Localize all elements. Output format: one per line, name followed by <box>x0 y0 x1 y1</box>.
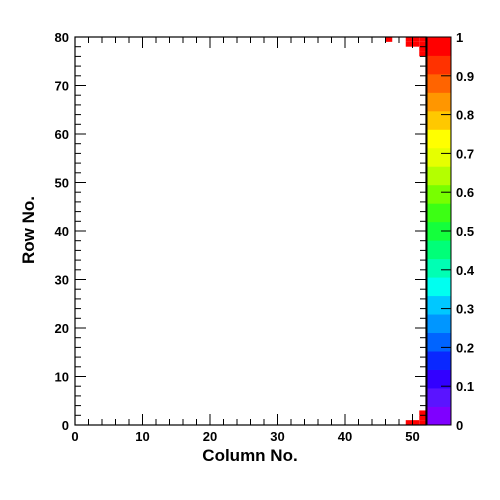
x-tick-label: 0 <box>71 429 78 444</box>
color-scale-band <box>427 240 451 260</box>
color-scale-label: 0.3 <box>456 302 474 317</box>
x-tick-label: 10 <box>135 429 149 444</box>
color-scale-band <box>427 184 451 204</box>
y-tick-label: 40 <box>55 224 69 239</box>
color-scale-band <box>427 147 451 167</box>
heatmap-cell <box>419 37 426 42</box>
color-scale-band <box>427 277 451 297</box>
heatmap-cell <box>412 37 420 42</box>
y-axis-title: Row No. <box>19 196 38 264</box>
heatmap-cell <box>419 41 426 47</box>
x-tick-label: 20 <box>203 429 217 444</box>
color-scale-label: 0.2 <box>456 340 474 355</box>
color-scale-band <box>427 406 451 426</box>
color-scale-band <box>427 110 451 130</box>
color-scale-band <box>427 369 451 389</box>
heatmap-cell <box>405 41 413 47</box>
heatmap-cells <box>385 37 426 425</box>
color-scale-band <box>427 203 451 223</box>
heatmap-cell <box>412 41 420 47</box>
color-scale-label: 0.8 <box>456 108 474 123</box>
y-tick-label: 0 <box>62 418 69 433</box>
color-scale-band <box>427 73 451 93</box>
color-scale-band <box>427 166 451 186</box>
heatmap-cell <box>419 51 426 57</box>
y-tick-label: 70 <box>55 79 69 94</box>
color-scale-band <box>427 129 451 149</box>
color-scale-band <box>427 37 451 56</box>
plot-frame <box>74 36 427 426</box>
color-scale-label: 0 <box>456 418 463 433</box>
color-scale-label: 0.9 <box>456 69 474 84</box>
color-scale-label: 0.5 <box>456 224 474 239</box>
heatmap-cell <box>419 410 426 416</box>
y-tick-label: 10 <box>55 370 69 385</box>
x-tick-label: 30 <box>270 429 284 444</box>
y-tick-label: 30 <box>55 273 69 288</box>
axis-ticks <box>74 36 427 426</box>
color-scale-label: 0.7 <box>456 146 474 161</box>
heatmap-cell <box>419 46 426 52</box>
color-scale-band <box>427 55 451 75</box>
heatmap-cell <box>405 37 413 42</box>
color-scale-band <box>427 332 451 352</box>
color-scale-label: 0.6 <box>456 185 474 200</box>
color-scale-band <box>427 258 451 278</box>
x-tick-label: 40 <box>338 429 352 444</box>
y-tick-label: 60 <box>55 127 69 142</box>
color-scale-label: 1 <box>456 30 463 45</box>
x-tick-label: 50 <box>405 429 419 444</box>
heatmap-cell <box>419 415 426 421</box>
heatmap-cell <box>412 420 420 425</box>
heatmap-cell <box>405 420 413 425</box>
color-scale-band <box>427 92 451 112</box>
heatmap-cell <box>419 420 426 425</box>
y-tick-label: 50 <box>55 176 69 191</box>
x-axis-title: Column No. <box>202 446 297 465</box>
color-scale-label: 0.1 <box>456 379 474 394</box>
color-scale-band <box>427 351 451 370</box>
color-scale-band <box>427 221 451 241</box>
heatmap-cell <box>385 37 393 42</box>
color-scale <box>426 36 452 426</box>
color-scale-band <box>427 388 451 407</box>
color-scale-band <box>427 314 451 334</box>
color-scale-band <box>427 295 451 315</box>
tick-labels: 0 10 20 30 40 50 0 10 20 30 40 50 60 70 80 0 0.1 0.2 0.3 0.… <box>55 30 475 444</box>
y-tick-label: 20 <box>55 321 69 336</box>
color-scale-label: 0.4 <box>456 263 475 278</box>
y-tick-label: 80 <box>55 30 69 45</box>
